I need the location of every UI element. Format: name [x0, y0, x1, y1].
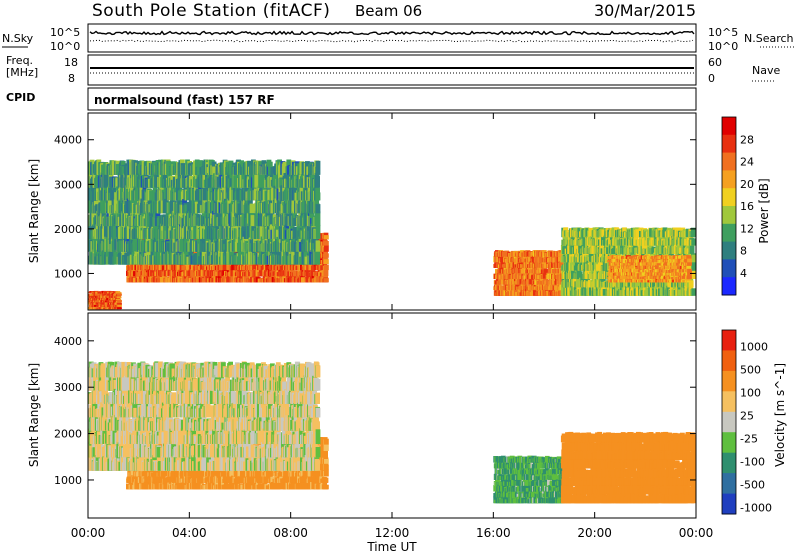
echo-cell [259, 226, 265, 239]
echo-cell [324, 264, 329, 271]
echo-cell [300, 277, 306, 283]
echo-cell [116, 292, 122, 294]
cpid-panel-frame [87, 87, 697, 111]
echo-cell [116, 296, 122, 299]
echo-cell [117, 307, 122, 310]
echo-cell [249, 203, 255, 214]
freq-panel: Freq. [MHz] 18 8 60 0 Nave [6, 54, 780, 86]
freq-label-2: [MHz] [6, 66, 38, 79]
echo-cell [132, 237, 138, 252]
noise-panel-frame [87, 23, 697, 53]
echo-cell [112, 291, 118, 294]
nave-tick-high: 60 [708, 56, 722, 69]
echo-cell [118, 240, 124, 252]
echo-cell [132, 277, 138, 283]
nsky-label: N.Sky [2, 32, 34, 45]
cpid-value: normalsound (fast) 157 RF [94, 93, 275, 107]
echo-cell [324, 278, 329, 283]
echo-cell [193, 276, 198, 283]
power-echoes [88, 159, 697, 310]
echo-cell [117, 304, 122, 307]
nsearch-label: N.Search [744, 32, 794, 45]
noise-tick-right-low: 10^0 [708, 40, 738, 53]
echo-cell [324, 259, 329, 264]
freq-tick-low: 8 [68, 72, 75, 85]
echo-cell [316, 277, 321, 283]
echo-cell [254, 173, 260, 188]
freq-panel-frame [87, 54, 697, 86]
echo-cell [117, 293, 122, 296]
echo-cell [324, 241, 329, 246]
echo-cell [212, 166, 217, 175]
echo-cell [104, 292, 109, 294]
beam-label: Beam 06 [355, 2, 422, 20]
echo-cell [104, 174, 110, 188]
noise-tick-left-high: 10^5 [50, 26, 80, 39]
echo-cell [116, 298, 122, 301]
echo-cell [324, 253, 329, 258]
cpid-label: CPID [6, 91, 35, 104]
echo-cell [324, 235, 329, 240]
noise-tick-right-high: 10^5 [708, 26, 738, 39]
plot-title: South Pole Station (fitACF) [92, 1, 330, 21]
echo-cell [324, 245, 329, 252]
noise-panel: N.Sky 10^5 10^0 10^5 10^0 N.Search [2, 23, 796, 53]
nave-label: Nave [752, 64, 780, 77]
echo-cell [323, 269, 329, 277]
freq-tick-high: 18 [64, 56, 78, 69]
freq-label-1: Freq. [6, 54, 33, 67]
date-label: 30/Mar/2015 [594, 1, 696, 20]
nave-tick-low: 0 [708, 72, 715, 85]
echo-cell [194, 253, 200, 265]
echo-cell [113, 306, 119, 310]
echo-cell [110, 291, 116, 294]
echo-cell [231, 263, 236, 271]
echo-cell [117, 299, 122, 303]
echo-cell [115, 164, 121, 175]
echo-cell [202, 187, 208, 201]
noise-tick-left-low: 10^0 [50, 40, 80, 53]
cpid-panel: CPID normalsound (fast) 157 RF [6, 87, 697, 111]
noise-search-line [90, 39, 694, 43]
echo-cell [252, 263, 257, 271]
echo-cell [117, 302, 122, 305]
noise-sky-line [89, 30, 695, 36]
echo-cell [294, 270, 299, 277]
